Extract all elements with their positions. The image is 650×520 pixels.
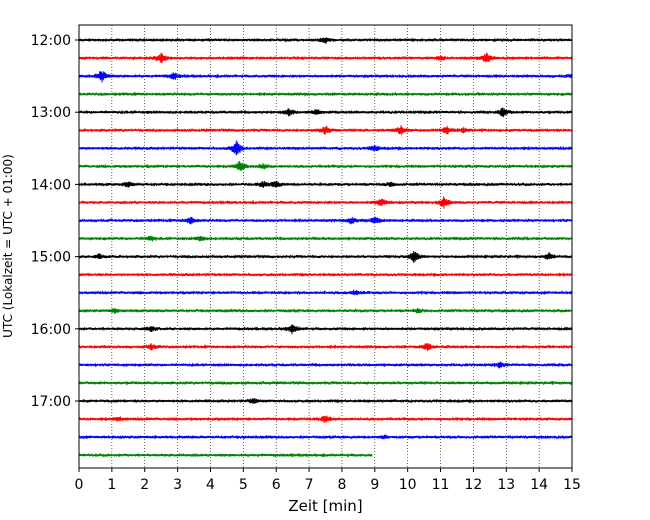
x-tick-label: 9 [370,477,379,493]
grid [111,25,540,468]
trace-1245 [78,91,573,97]
x-tick-label: 7 [305,477,314,493]
trace-1400 [78,180,573,189]
trace-1200 [78,37,573,44]
trace-1545 [78,307,573,315]
plot-background [79,25,572,468]
trace-1445 [78,235,573,242]
plot-frame [78,24,573,469]
trace-1415 [78,196,573,209]
x-tick-label: 14 [530,477,548,493]
trace-1630 [78,361,573,369]
y-axis-ticks: 12:00 13:00 14:00 15:00 16:00 17:00 [31,33,79,410]
traces [78,37,573,458]
x-tick-label: 6 [272,477,281,493]
x-tick-label: 8 [337,477,346,493]
x-tick-label: 0 [75,477,84,493]
trace-1230 [78,71,573,83]
trace-1315 [78,125,573,136]
trace-1700 [78,398,573,404]
x-tick-label: 11 [432,477,450,493]
x-tick-label: 2 [140,477,149,493]
trace-1345 [78,160,573,171]
trace-1730 [78,434,573,440]
trace-1600 [78,324,573,335]
x-tick-label: 1 [107,477,116,493]
y-tick-label: 17:00 [31,394,71,410]
trace-1715 [78,415,573,423]
trace-1500 [78,251,573,263]
trace-1300 [78,107,573,118]
trace-1430 [78,216,573,225]
y-tick-label: 12:00 [31,33,71,49]
x-tick-label: 13 [497,477,515,493]
y-tick-label: 13:00 [31,105,71,121]
x-tick-label: 15 [563,477,581,493]
y-tick-label: 16:00 [31,322,71,338]
x-tick-label: 4 [206,477,215,493]
x-tick-label: 12 [464,477,482,493]
trace-1645 [78,380,573,386]
y-tick-label: 14:00 [31,177,71,193]
x-axis-label: Zeit [min] [288,497,362,515]
x-axis-ticks: 0 1 2 3 4 5 6 7 8 9 10 11 12 13 14 15 [75,468,581,493]
trace-1215 [78,52,573,64]
trace-1530 [78,289,573,296]
trace-1330 [78,140,573,156]
trace-1745 [78,452,373,458]
x-tick-label: 3 [173,477,182,493]
y-axis-label: UTC (Lokalzeit = UTC + 01:00) [1,154,15,338]
trace-1615 [78,342,573,352]
x-tick-label: 10 [399,477,417,493]
x-tick-label: 5 [239,477,248,493]
y-tick-label: 15:00 [31,250,71,266]
trace-1515 [78,272,573,278]
